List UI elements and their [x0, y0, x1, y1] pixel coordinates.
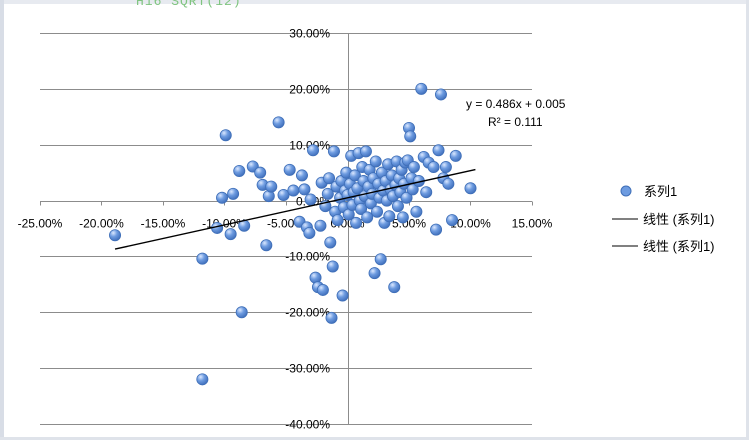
x-tick-label: -15.00% [141, 217, 186, 231]
data-point[interactable] [295, 169, 308, 182]
data-point[interactable] [216, 191, 229, 204]
axes [40, 33, 533, 425]
data-point[interactable] [420, 186, 433, 199]
data-point[interactable] [427, 161, 440, 174]
data-point[interactable] [336, 289, 349, 302]
data-point[interactable] [407, 161, 420, 174]
x-tick-label: 10.00% [450, 217, 491, 231]
data-point[interactable] [410, 205, 423, 218]
data-point[interactable] [439, 161, 452, 174]
trendline-group[interactable] [114, 168, 476, 250]
y-tick-label: -40.00% [285, 418, 330, 432]
legend[interactable]: 系列1 线性 (系列1) 线性 (系列1) [612, 184, 715, 254]
data-point[interactable] [314, 219, 327, 232]
data-point[interactable] [446, 214, 459, 227]
y-tick-label: 20.00% [289, 83, 330, 97]
data-point[interactable] [260, 239, 273, 252]
sheet-edge-left [0, 0, 4, 440]
data-point[interactable] [219, 129, 232, 142]
data-point[interactable] [415, 82, 428, 95]
data-point[interactable] [331, 214, 344, 227]
data-point[interactable] [265, 180, 278, 193]
data-point[interactable] [350, 216, 363, 229]
legend-item-series[interactable]: 系列1 [620, 184, 677, 199]
y-tick-label: -10.00% [285, 250, 330, 264]
data-point[interactable] [326, 260, 339, 273]
x-tick-label: 15.00% [512, 217, 553, 231]
data-point[interactable] [323, 172, 336, 185]
x-tick-labels: -25.00% -20.00% -15.00% -10.00% -5.00% 0.00% 5… [18, 217, 553, 231]
data-point[interactable] [359, 145, 372, 158]
legend-item-trendline-2[interactable]: 线性 (系列1) [612, 239, 715, 254]
data-point[interactable] [361, 211, 374, 224]
sheet-edge-right [746, 0, 749, 440]
y-tick-label: 30.00% [289, 27, 330, 41]
data-point[interactable] [298, 183, 311, 196]
sheet-edge-top [0, 0, 749, 4]
data-point[interactable] [430, 223, 443, 236]
formula-ghost-text: H16*SQRT(12) [136, 0, 242, 9]
data-point[interactable] [324, 236, 337, 249]
data-point[interactable] [277, 188, 290, 201]
data-point[interactable] [374, 253, 387, 266]
data-point[interactable] [404, 130, 417, 143]
data-point[interactable] [368, 267, 381, 280]
data-point[interactable] [388, 281, 401, 294]
legend-label-trendline-1: 线性 (系列1) [643, 212, 715, 227]
data-point[interactable] [287, 184, 300, 197]
legend-marker-icon [620, 185, 632, 197]
legend-label-trendline-2: 线性 (系列1) [643, 239, 715, 254]
y-tick-label: -30.00% [285, 362, 330, 376]
data-point[interactable] [196, 252, 209, 265]
trendline-r2-label[interactable]: R² = 0.111 [488, 115, 543, 129]
data-point[interactable] [321, 187, 334, 200]
data-points[interactable] [109, 82, 477, 386]
data-point[interactable] [272, 116, 285, 129]
legend-label-series: 系列1 [644, 184, 677, 199]
data-point[interactable] [196, 373, 209, 386]
data-point[interactable] [283, 163, 296, 176]
data-point[interactable] [325, 311, 338, 324]
data-point[interactable] [442, 177, 455, 190]
trendline-equation-label[interactable]: y = 0.486x + 0.005 [466, 97, 566, 111]
data-point[interactable] [355, 202, 368, 215]
y-tick-label: -20.00% [285, 306, 330, 320]
sheet-edge-bottom [0, 437, 749, 440]
y-tick-labels: 30.00%20.00%10.00%0.00%-10.00%-20.00%-30… [285, 27, 330, 432]
data-point[interactable] [383, 210, 396, 223]
data-point[interactable] [307, 144, 320, 157]
data-point[interactable] [371, 205, 384, 218]
data-point[interactable] [327, 145, 340, 158]
data-point[interactable] [303, 226, 316, 239]
data-point[interactable] [400, 191, 413, 204]
data-point[interactable] [316, 283, 329, 296]
data-point[interactable] [449, 149, 462, 162]
data-point[interactable] [235, 306, 248, 319]
data-point[interactable] [233, 164, 246, 177]
x-tick-label: -20.00% [79, 217, 124, 231]
data-point[interactable] [227, 187, 240, 200]
trendline[interactable] [114, 168, 476, 250]
data-point[interactable] [348, 169, 361, 182]
x-tick-label: -25.00% [18, 217, 63, 231]
data-point[interactable] [396, 211, 409, 224]
data-point[interactable] [109, 229, 122, 242]
data-point[interactable] [432, 144, 445, 157]
data-point[interactable] [254, 166, 267, 179]
data-point[interactable] [304, 193, 317, 206]
legend-item-trendline-1[interactable]: 线性 (系列1) [612, 212, 715, 227]
trendline-annotation[interactable]: y = 0.486x + 0.005 R² = 0.111 [466, 97, 566, 129]
data-point[interactable] [224, 228, 237, 241]
data-point[interactable] [434, 88, 447, 101]
data-point[interactable] [391, 200, 404, 213]
data-point[interactable] [369, 155, 382, 168]
data-point[interactable] [464, 182, 477, 195]
